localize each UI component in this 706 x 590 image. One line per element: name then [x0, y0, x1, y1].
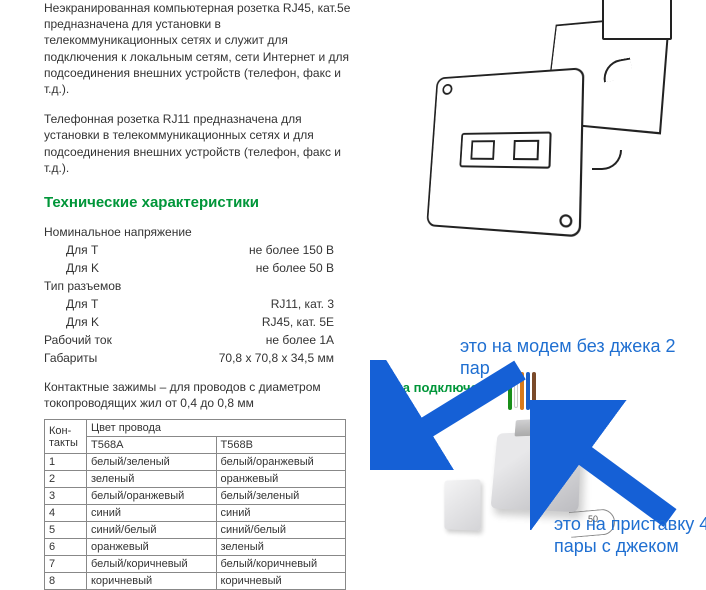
cell-t568a: оранжевый	[87, 539, 217, 556]
dims-label: Габариты	[44, 349, 219, 367]
voltage-k-label: Для K	[66, 259, 256, 277]
table-row: 8коричневыйкоричневый	[45, 573, 346, 590]
cell-t568b: белый/зеленый	[216, 488, 346, 505]
table-row: 1белый/зеленыйбелый/оранжевый	[45, 454, 346, 471]
table-row: 4синийсиний	[45, 505, 346, 522]
annotation-modem: это на модем без джека 2 пар	[460, 336, 700, 379]
cell-t568a: синий/белый	[87, 522, 217, 539]
cell-t568a: зеленый	[87, 471, 217, 488]
connector-k-value: RJ45, кат. 5Е	[262, 313, 334, 331]
cell-t568b: синий	[216, 505, 346, 522]
wire-color-table: Кон-такты Цвет провода T568A T568B 1белы…	[44, 419, 346, 590]
exploded-socket-diagram	[352, 0, 702, 280]
cell-contact: 6	[45, 539, 87, 556]
voltage-t-value: не более 150 В	[249, 241, 334, 259]
clamp-note: Контактные зажимы – для проводов с диаме…	[44, 379, 344, 411]
dims-value: 70,8 x 70,8 x 34,5 мм	[219, 349, 334, 367]
cell-contact: 1	[45, 454, 87, 471]
voltage-label: Номинальное напряжение	[44, 223, 334, 241]
cell-t568a: белый/зеленый	[87, 454, 217, 471]
cell-contact: 5	[45, 522, 87, 539]
annotation-settop: это на приставку 4 пары с джеком	[554, 514, 706, 557]
col-t568b: T568B	[216, 437, 346, 454]
table-row: 6оранжевыйзеленый	[45, 539, 346, 556]
specs-block: Номинальное напряжение Для T не более 15…	[44, 223, 354, 367]
col-color-span: Цвет провода	[87, 420, 346, 437]
col-t568a: T568A	[87, 437, 217, 454]
cell-t568a: синий	[87, 505, 217, 522]
cell-t568b: белый/оранжевый	[216, 454, 346, 471]
intro-paragraph-2: Телефонная розетка RJ11 предназначена дл…	[44, 111, 354, 176]
cell-t568a: коричневый	[87, 573, 217, 590]
intro-paragraph-1: Неэкранированная компьютерная розетка RJ…	[44, 0, 354, 97]
voltage-t-label: Для T	[66, 241, 249, 259]
cell-t568b: оранжевый	[216, 471, 346, 488]
cell-t568b: синий/белый	[216, 522, 346, 539]
current-value: не более 1А	[266, 331, 334, 349]
cell-t568b: белый/коричневый	[216, 556, 346, 573]
connector-label: Тип разъемов	[44, 277, 334, 295]
voltage-k-value: не более 50 В	[256, 259, 334, 277]
current-label: Рабочий ток	[44, 331, 266, 349]
cell-contact: 8	[45, 573, 87, 590]
cell-contact: 7	[45, 556, 87, 573]
connector-k-label: Для K	[66, 313, 262, 331]
table-row: 2зеленыйоранжевый	[45, 471, 346, 488]
specs-heading: Технические характеристики	[44, 194, 354, 211]
table-row: 5синий/белыйсиний/белый	[45, 522, 346, 539]
cell-t568a: белый/коричневый	[87, 556, 217, 573]
cell-contact: 2	[45, 471, 87, 488]
table-row: 7белый/коричневыйбелый/коричневый	[45, 556, 346, 573]
col-contacts: Кон-такты	[45, 420, 87, 454]
schema-heading: Схема подключения	[370, 380, 501, 395]
cell-t568b: коричневый	[216, 573, 346, 590]
connector-t-value: RJ11, кат. 3	[271, 295, 334, 313]
cell-contact: 3	[45, 488, 87, 505]
cell-t568a: белый/оранжевый	[87, 488, 217, 505]
table-row: 3белый/оранжевыйбелый/зеленый	[45, 488, 346, 505]
connector-t-label: Для T	[66, 295, 271, 313]
cell-contact: 4	[45, 505, 87, 522]
cell-t568b: зеленый	[216, 539, 346, 556]
